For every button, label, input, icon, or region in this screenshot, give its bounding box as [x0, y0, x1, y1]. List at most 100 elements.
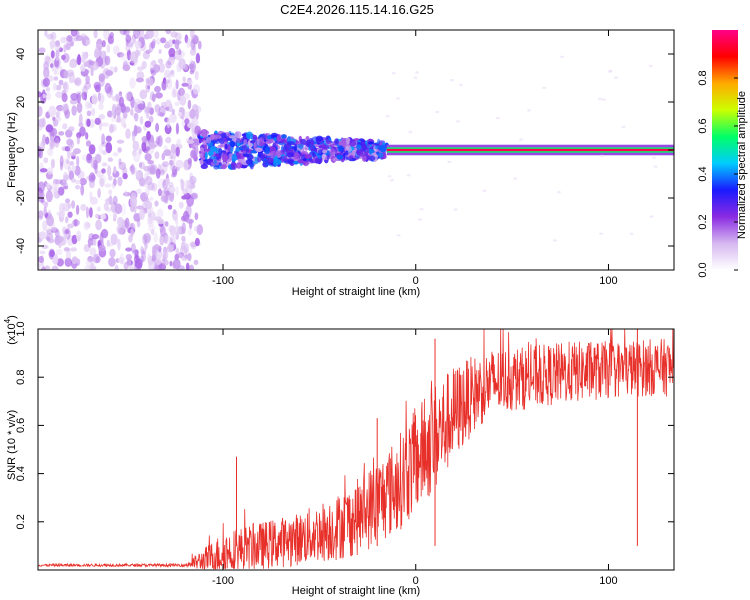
noise-blob	[147, 164, 155, 176]
noise-blob	[44, 265, 51, 270]
broadband-blob	[229, 140, 234, 147]
broadband-blob	[286, 152, 295, 158]
broadband-blob	[198, 138, 202, 144]
noise-blob	[109, 248, 116, 258]
noise-blob	[190, 242, 197, 250]
noise-blob	[93, 48, 100, 59]
noise-blob	[54, 229, 60, 237]
noise-blob	[178, 201, 184, 209]
noise-blob	[192, 84, 201, 95]
snr-panel: -100 0 100 0.2 0.4 0.6 0.8 1.0 Height of straig…	[3, 315, 675, 597]
artifact-dot	[560, 55, 565, 58]
artifact-dot	[387, 175, 392, 178]
snr-x-tick-label: 100	[599, 575, 617, 587]
noise-blob	[55, 111, 61, 119]
broadband-blob	[336, 154, 344, 160]
noise-blob	[109, 123, 114, 134]
noise-blob	[141, 60, 147, 70]
noise-blob	[99, 177, 105, 188]
noise-blob	[98, 175, 107, 185]
noise-blob	[85, 75, 90, 84]
broadband-blob	[356, 144, 362, 150]
noise-blob	[92, 237, 97, 247]
noise-blob	[107, 175, 113, 181]
broadband-blob	[205, 136, 212, 144]
noise-blob	[65, 198, 71, 203]
noise-blob	[164, 124, 172, 135]
artifact-dot	[391, 72, 396, 75]
noise-blob	[140, 245, 144, 255]
noise-blob	[144, 106, 149, 115]
artifact-dot	[459, 83, 463, 87]
noise-blob	[180, 50, 186, 58]
noise-blob	[69, 140, 75, 149]
noise-blob	[157, 178, 165, 190]
noise-blob	[101, 122, 109, 127]
artifact-dot	[385, 115, 390, 118]
noise-blob	[165, 178, 169, 187]
noise-blob	[134, 40, 142, 49]
noise-blob	[133, 124, 138, 137]
noise-blob	[148, 166, 157, 175]
artifact-dot	[453, 208, 458, 211]
noise-blob	[88, 178, 95, 189]
noise-blob	[80, 184, 85, 196]
noise-blob	[121, 203, 127, 216]
noise-blob	[98, 73, 106, 83]
artifact-dot	[614, 76, 619, 79]
noise-blob	[79, 177, 87, 186]
noise-blob	[75, 204, 80, 215]
noise-blob	[97, 188, 101, 199]
noise-blob	[138, 177, 146, 187]
noise-blob	[55, 248, 63, 255]
broadband-blob	[235, 152, 241, 159]
noise-blob	[172, 88, 177, 98]
noise-blob	[160, 80, 168, 91]
noise-blob	[42, 77, 51, 87]
noise-blob	[98, 143, 104, 154]
broadband-blob	[270, 150, 277, 159]
noise-blob	[101, 40, 106, 48]
noise-blob	[163, 149, 172, 157]
noise-blob	[44, 30, 48, 37]
broadband-blob	[299, 138, 307, 145]
noise-blob	[174, 253, 179, 261]
noise-blob	[107, 242, 114, 247]
noise-blob	[189, 108, 196, 119]
spectrogram-panel: -100 0 100 -40 -20 0 20 40 Height of straight l…	[6, 29, 675, 298]
noise-blob	[144, 153, 152, 162]
noise-blob	[113, 166, 117, 175]
noise-blob	[87, 255, 94, 263]
snr-y-tick-label: 0.2	[15, 514, 27, 529]
noise-blob	[61, 103, 69, 112]
broadband-blob	[365, 148, 370, 154]
noise-blob	[96, 38, 103, 51]
noise-blob	[187, 157, 192, 165]
noise-blob	[93, 253, 100, 264]
noise-blob	[91, 93, 98, 105]
artifact-dot	[556, 191, 561, 194]
noise-blob	[112, 95, 117, 102]
noise-blob	[90, 174, 96, 181]
noise-blob	[171, 235, 176, 247]
noise-blob	[38, 255, 44, 264]
noise-blob	[129, 52, 137, 64]
spectrogram-y-tick-label: 20	[15, 96, 27, 108]
artifact-dot	[651, 156, 656, 159]
broadband-blob	[312, 152, 316, 158]
colorbar-tick-label: 0.4	[697, 166, 709, 181]
broadband-blob	[234, 131, 242, 139]
noise-blob	[161, 152, 166, 161]
noise-blob	[130, 166, 137, 174]
noise-blob	[69, 60, 77, 68]
spectrogram-marks	[38, 30, 674, 270]
artifact-dot	[395, 97, 400, 100]
noise-blob	[154, 200, 159, 207]
broadband-blob	[253, 142, 257, 150]
noise-blob	[185, 204, 192, 217]
noise-blob	[166, 244, 174, 253]
noise-blob	[130, 243, 136, 253]
broadband-blob	[287, 141, 295, 146]
noise-blob	[194, 212, 199, 221]
noise-blob	[139, 161, 145, 170]
